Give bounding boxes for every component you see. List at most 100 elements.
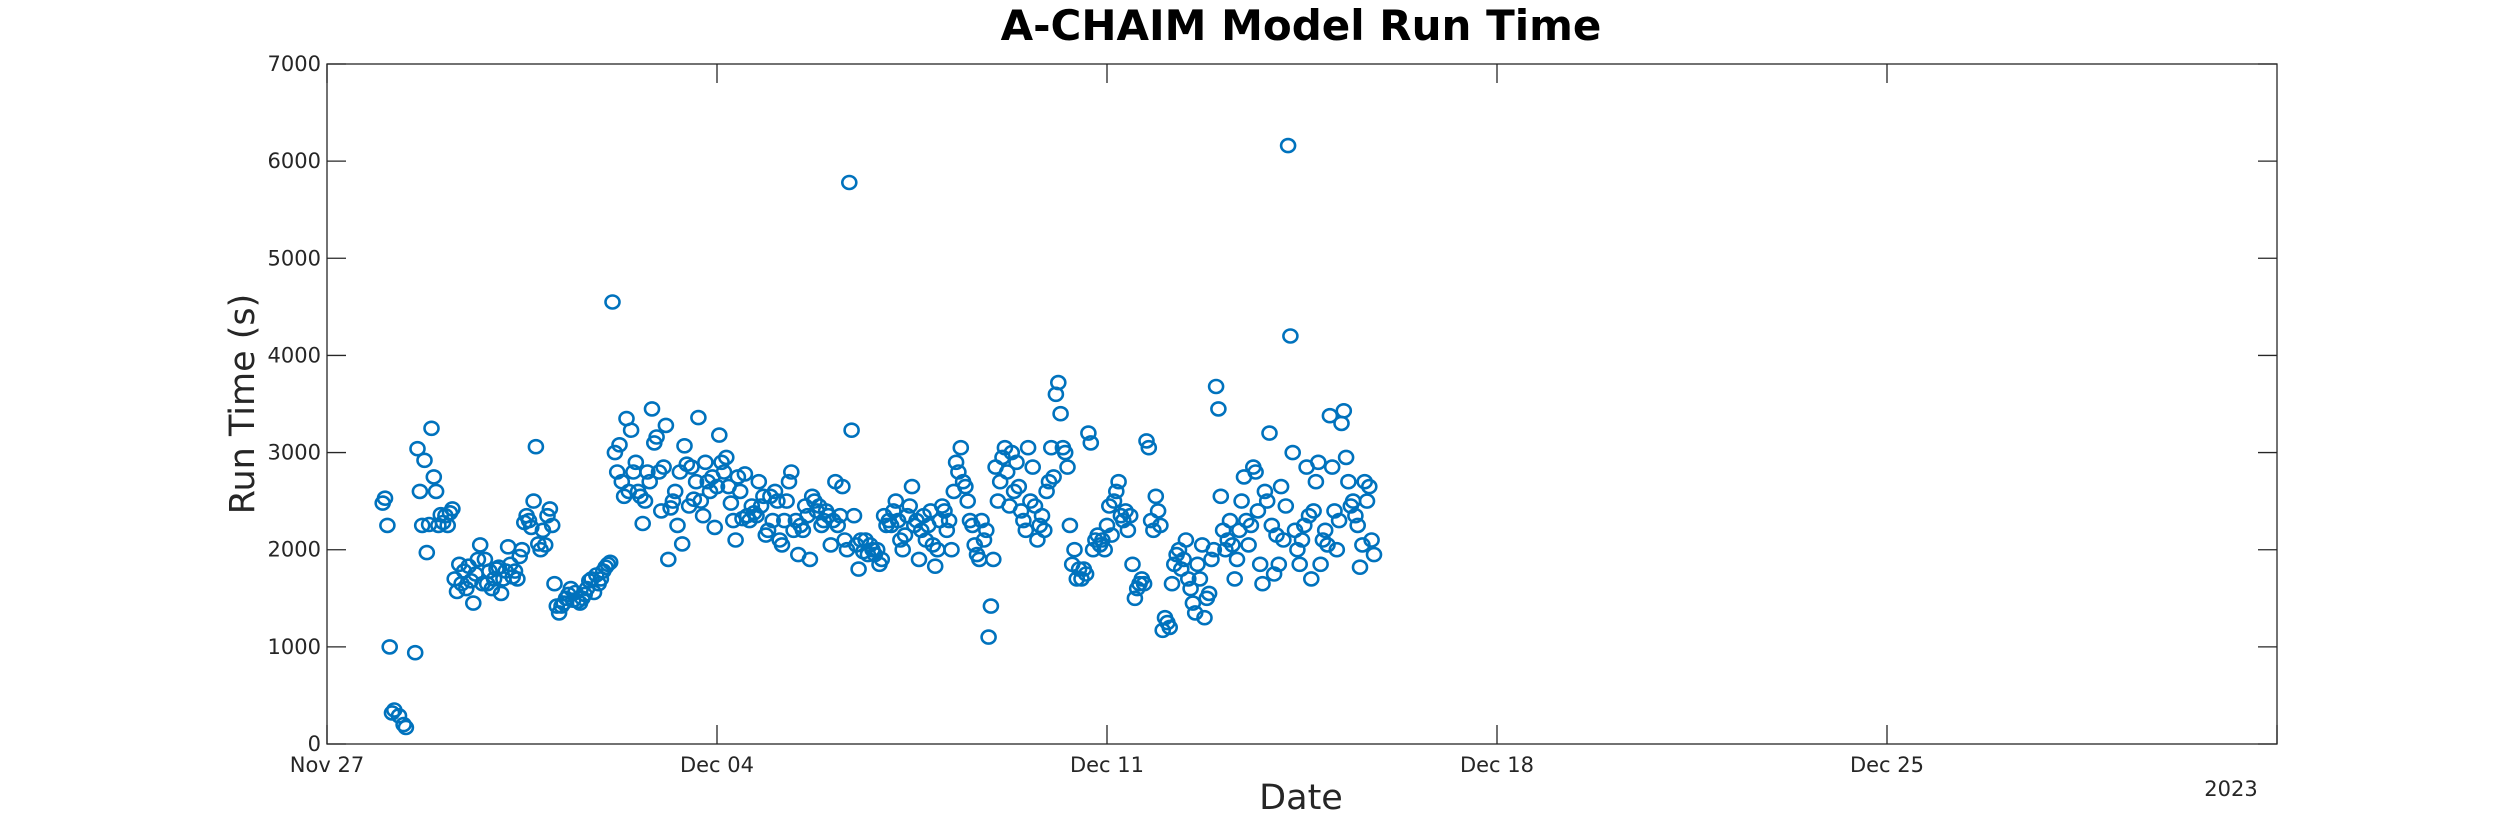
data-point [750, 473, 768, 490]
data-point [543, 517, 561, 534]
data-point [409, 440, 426, 457]
data-point [822, 537, 840, 553]
data-point [469, 551, 487, 568]
data-point [957, 478, 974, 495]
data-point [376, 490, 394, 507]
data-point [676, 437, 693, 454]
data-point [694, 507, 712, 524]
data-point [710, 427, 728, 443]
data-point [708, 478, 726, 495]
data-point [1015, 512, 1032, 529]
data-point [1033, 507, 1051, 524]
data-point [599, 556, 617, 573]
data-point [1184, 595, 1202, 611]
data-point [423, 420, 440, 437]
data-point [873, 551, 891, 568]
data-point [1080, 425, 1097, 441]
data-point [1161, 619, 1178, 636]
data-point [1284, 444, 1301, 461]
data-point [1038, 483, 1055, 500]
data-point [1052, 405, 1069, 422]
data-point [1279, 137, 1297, 154]
data-point [736, 466, 754, 482]
data-point [1050, 374, 1067, 391]
data-point [938, 522, 956, 539]
data-point [1228, 551, 1246, 568]
data-point [643, 401, 661, 417]
y-tick-label: 2000 [268, 538, 321, 562]
data-point [509, 571, 526, 587]
data-point [977, 522, 995, 539]
data-point [980, 629, 997, 645]
data-point [1349, 517, 1366, 534]
data-point [1010, 478, 1028, 495]
data-point [659, 551, 677, 568]
data-point [727, 532, 744, 548]
data-point [418, 544, 436, 561]
data-point [427, 483, 445, 500]
data-point [1019, 439, 1037, 456]
data-point [1135, 575, 1153, 592]
data-point [1177, 532, 1195, 548]
data-point [894, 541, 912, 558]
data-point [639, 464, 656, 480]
data-point [1358, 493, 1376, 509]
x-axis-year-label: 2023 [2204, 777, 2257, 801]
data-point [636, 493, 654, 509]
data-point [1043, 439, 1060, 456]
data-point [1138, 433, 1155, 449]
data-point [1233, 493, 1250, 509]
data-point [411, 483, 429, 500]
data-point [520, 512, 538, 529]
data-point [1330, 512, 1348, 529]
data-point [715, 464, 733, 480]
data-point [940, 512, 958, 529]
data-point [457, 580, 475, 597]
data-point [1121, 507, 1139, 524]
data-point [1258, 493, 1276, 509]
y-tick-label: 6000 [268, 149, 321, 173]
y-tick-label: 5000 [268, 246, 321, 270]
data-point [1323, 459, 1341, 475]
y-tick-label: 3000 [268, 441, 321, 465]
data-point [1175, 551, 1192, 568]
data-point [1077, 566, 1095, 582]
data-point [843, 422, 860, 439]
data-point [1017, 522, 1035, 539]
data-point [901, 498, 919, 514]
data-point [1316, 522, 1334, 539]
data-point [829, 517, 847, 534]
data-point [982, 598, 1000, 614]
data-point [1182, 580, 1199, 597]
data-point [683, 459, 700, 475]
data-point [655, 459, 672, 475]
data-point [406, 644, 424, 661]
data-point [673, 536, 691, 552]
data-point [1256, 483, 1274, 500]
data-point [379, 517, 396, 534]
data-point [952, 439, 970, 456]
data-point [1163, 575, 1181, 592]
data-point [1045, 469, 1062, 485]
data-point [541, 501, 559, 517]
data-point [731, 483, 749, 500]
data-point [416, 452, 433, 469]
data-point [506, 563, 524, 579]
data-point [1310, 454, 1327, 471]
data-point [1303, 571, 1320, 587]
data-point [775, 512, 793, 529]
data-point [525, 493, 542, 509]
data-point [1119, 522, 1137, 539]
data-point [1082, 435, 1100, 451]
data-point [1254, 575, 1271, 592]
y-tick-label: 1000 [268, 635, 321, 659]
data-point [1321, 407, 1339, 424]
data-point [1189, 556, 1206, 573]
y-axis: 0 1000 2000 3000 4000 5000 6000 7000 [268, 52, 2277, 756]
data-point [1282, 328, 1299, 344]
data-point [764, 512, 782, 529]
x-axis: Nov 27 Dec 04 Dec 11 Dec 18 Dec 25 [290, 64, 2278, 777]
data-point [801, 551, 819, 568]
data-point [1272, 478, 1290, 495]
